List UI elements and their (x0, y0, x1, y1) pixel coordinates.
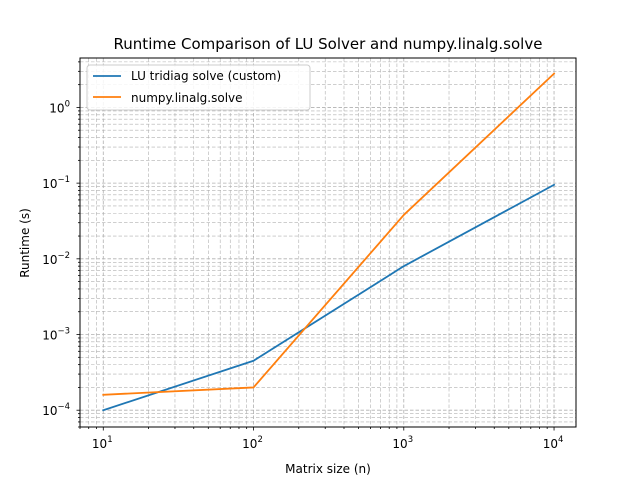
chart-title: Runtime Comparison of LU Solver and nump… (114, 35, 543, 53)
x-tick-label: 102 (242, 435, 263, 451)
y-tick-label: 10−4 (42, 402, 70, 418)
y-tick-label: 100 (49, 99, 70, 115)
y-tick-label: 10−2 (42, 251, 70, 267)
x-tick-label: 104 (543, 435, 564, 451)
series-line-0 (102, 183, 556, 412)
x-tick-label: 103 (392, 435, 413, 451)
y-tick-label: 10−3 (42, 327, 70, 343)
x-axis-label: Matrix size (n) (285, 462, 371, 476)
minor-gridlines (79, 58, 576, 428)
x-tick-label: 101 (92, 435, 113, 451)
series-line-1 (102, 72, 556, 396)
ticks-layer: 101 102 103 104 10−4 10−3 10−2 10−1 100 (42, 61, 564, 451)
legend: LU tridiag solve (custom) numpy.linalg.s… (86, 64, 311, 111)
major-gridlines (80, 58, 576, 427)
legend-label-lu: LU tridiag solve (custom) (131, 69, 281, 83)
series-layer (102, 72, 556, 412)
legend-label-numpy: numpy.linalg.solve (131, 91, 243, 105)
plot-frame (79, 57, 577, 428)
y-axis-label: Runtime (s) (18, 208, 32, 278)
legend-frame (86, 64, 311, 111)
y-tick-label: 10−1 (42, 175, 70, 191)
